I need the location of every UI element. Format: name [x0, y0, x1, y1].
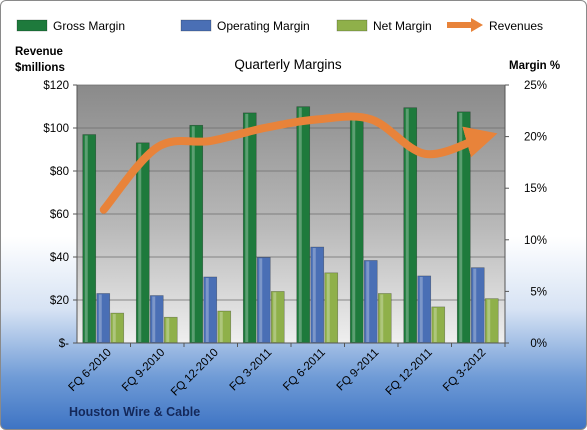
legend-label: Revenues — [489, 19, 543, 33]
x-tick-label: FQ 3-2012 — [441, 347, 488, 394]
operating-margin-bar — [96, 293, 111, 344]
x-tick-label: FQ 9-2011 — [335, 347, 382, 394]
x-tick-label: FQ 12-2011 — [384, 347, 435, 398]
bar-highlight — [259, 258, 263, 342]
left-tick-label: $100 — [43, 123, 69, 135]
gross-margin-bar — [349, 118, 364, 344]
bar-highlight — [152, 296, 156, 342]
net-margin-bar — [431, 306, 446, 344]
right-tick-label: 25% — [524, 80, 547, 92]
bar-highlight — [112, 314, 116, 342]
bar-highlight — [191, 126, 195, 342]
right-tick-label: 20% — [524, 132, 547, 144]
gross-margin-bar — [135, 142, 150, 344]
left-axis: $- $20 $40 $60 $80 $100 $120 — [43, 80, 78, 350]
bar-highlight — [219, 312, 223, 342]
legend-item: Revenues — [447, 18, 543, 33]
revenues-line — [99, 112, 498, 214]
legend-item: Net Margin — [336, 19, 432, 33]
left-axis-title-line1: Revenue — [15, 46, 63, 58]
operating-margin-bar — [149, 295, 164, 344]
bar-highlight — [433, 307, 437, 342]
x-tick-label: FQ 12-2010 — [169, 347, 221, 399]
net-margin-bar — [217, 310, 232, 344]
x-axis: FQ 6-2010 FQ 9-2010 FQ 12-2010 FQ 3-2011 FQ … — [67, 342, 506, 399]
legend-label: Gross Margin — [53, 19, 125, 33]
bar-highlight — [352, 120, 356, 342]
net-margin-legend-swatch — [336, 19, 368, 32]
net-margin-bar — [110, 312, 125, 344]
left-tick-label: $20 — [50, 295, 69, 307]
operating-margin-legend-swatch — [180, 19, 212, 32]
operating-margin-bar — [417, 275, 432, 344]
right-tick-label: 0% — [530, 338, 547, 350]
bar-highlight — [273, 292, 277, 342]
net-margin-bar — [163, 316, 178, 344]
bar-highlight — [84, 135, 88, 342]
bar-highlight — [312, 248, 316, 342]
bar-highlight — [366, 261, 370, 342]
right-axis-title: Margin % — [509, 60, 560, 72]
right-tick-label: 15% — [524, 183, 547, 195]
bar-highlight — [419, 276, 423, 342]
gross-margin-bar — [189, 124, 204, 344]
net-margin-bar — [324, 272, 339, 344]
operating-margin-bar — [470, 267, 485, 344]
x-tick-label: FQ 3-2011 — [228, 347, 275, 394]
legend: Gross Margin Operating Margin Net Margin Re… — [16, 18, 543, 33]
operating-margin-bar — [256, 257, 271, 344]
operating-margin-bar — [203, 276, 218, 344]
chart-title: Quarterly Margins — [234, 57, 342, 72]
net-margin-bar — [377, 293, 392, 344]
bar-highlight — [473, 268, 477, 342]
gross-margin-legend-swatch — [16, 19, 48, 32]
left-tick-label: $60 — [50, 209, 69, 221]
gross-margin-bar — [242, 112, 257, 344]
bar-highlight — [138, 143, 142, 342]
bar-highlight — [459, 112, 463, 342]
legend-item: Operating Margin — [180, 19, 310, 33]
right-tick-label: 10% — [524, 235, 547, 247]
arrow-icon — [471, 18, 483, 32]
bar-highlight — [245, 113, 249, 342]
bar-highlight — [326, 273, 330, 342]
right-axis: 0% 5% 10% 15% 20% 25% — [504, 80, 547, 350]
legend-label: Net Margin — [373, 19, 432, 33]
bar-highlight — [380, 294, 384, 342]
bar-highlight — [487, 299, 491, 342]
gross-margin-bar — [82, 134, 97, 344]
net-margin-bar — [484, 298, 499, 344]
operating-margin-bar — [310, 246, 325, 344]
left-tick-label: $40 — [50, 252, 69, 264]
bar-highlight — [166, 318, 170, 342]
left-axis-title-line2: $millions — [15, 62, 65, 74]
bar-highlight — [298, 107, 302, 342]
bar-highlight — [205, 277, 209, 342]
x-tick-label: FQ 6-2011 — [281, 347, 328, 394]
right-tick-label: 5% — [530, 286, 547, 298]
gross-margin-bar — [296, 106, 311, 344]
bar-highlight — [405, 108, 409, 342]
net-margin-bar — [270, 291, 285, 344]
left-tick-label: $80 — [50, 166, 69, 178]
left-tick-label: $120 — [43, 80, 69, 92]
x-tick-label: FQ 9-2010 — [120, 347, 167, 394]
footer-company-name: Houston Wire & Cable — [69, 405, 200, 419]
operating-margin-bar — [363, 260, 378, 344]
bar-highlight — [98, 294, 102, 342]
x-tick-label: FQ 6-2010 — [67, 347, 114, 394]
legend-label: Operating Margin — [217, 19, 310, 33]
legend-item: Gross Margin — [16, 19, 125, 33]
revenue-line-series — [99, 112, 498, 214]
left-tick-label: $- — [59, 338, 69, 350]
